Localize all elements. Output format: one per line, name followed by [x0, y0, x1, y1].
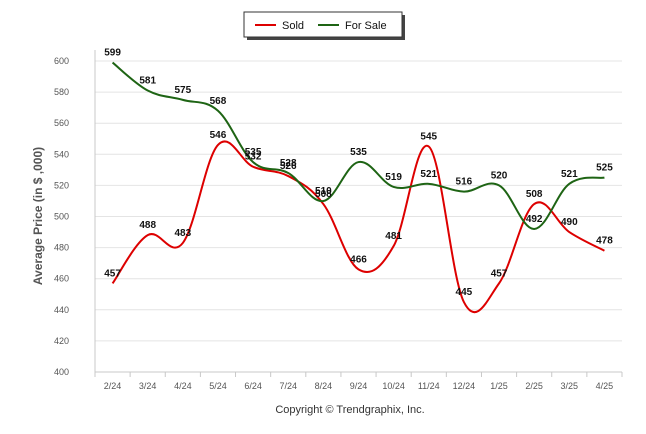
- data-label-for-sale: 525: [596, 163, 613, 174]
- legend-label-sold: Sold: [282, 20, 304, 32]
- data-label-for-sale: 510: [315, 186, 332, 197]
- data-label-sold: 445: [456, 287, 473, 298]
- y-tick-label: 580: [54, 87, 69, 97]
- data-label-for-sale: 581: [139, 76, 156, 87]
- y-tick-label: 400: [54, 367, 69, 377]
- data-label-sold: 481: [385, 231, 402, 242]
- x-tick-label: 3/25: [561, 381, 579, 391]
- data-label-for-sale: 492: [526, 214, 543, 225]
- y-tick-label: 600: [54, 56, 69, 66]
- data-label-sold: 478: [596, 236, 613, 247]
- x-tick-label: 12/24: [453, 381, 476, 391]
- data-label-for-sale: 528: [280, 158, 297, 169]
- x-axis-ticks: 2/24 3/24 4/24 5/24 6/24 7/24 8/24 9/24 10/24 11/…: [94, 372, 623, 391]
- data-label-for-sale: 535: [350, 147, 367, 158]
- data-label-sold: 508: [526, 189, 543, 200]
- data-label-sold: 508: [315, 189, 332, 200]
- data-label-sold: 532: [245, 152, 262, 163]
- x-tick-label: 1/25: [490, 381, 508, 391]
- y-tick-label: 540: [54, 149, 69, 159]
- x-tick-label: 4/25: [596, 381, 614, 391]
- x-tick-label: 2/24: [104, 381, 122, 391]
- copyright-credit: Copyright © Trendgraphix, Inc.: [275, 404, 424, 416]
- y-tick-label: 520: [54, 180, 69, 190]
- x-tick-label: 5/24: [209, 381, 227, 391]
- y-tick-label: 440: [54, 305, 69, 315]
- y-tick-label: 500: [54, 212, 69, 222]
- data-label-for-sale: 516: [456, 177, 473, 188]
- x-tick-label: 3/24: [139, 381, 157, 391]
- data-label-for-sale: 568: [210, 96, 227, 107]
- data-label-for-sale: 599: [104, 48, 121, 59]
- x-tick-label: 2/25: [525, 381, 543, 391]
- x-tick-label: 9/24: [350, 381, 368, 391]
- data-labels: 457 488 483 546 532 526 508 466 481 545 445 457 508 4…: [104, 48, 613, 298]
- axes: [94, 50, 622, 373]
- data-label-sold: 457: [104, 268, 121, 279]
- series-lines: [111, 61, 605, 314]
- data-label-for-sale: 535: [245, 147, 262, 158]
- data-label-sold: 457: [491, 268, 508, 279]
- x-tick-label: 6/24: [244, 381, 262, 391]
- data-label-for-sale: 521: [420, 169, 437, 180]
- legend-label-for-sale: For Sale: [345, 20, 387, 32]
- data-label-sold: 526: [280, 161, 297, 172]
- data-label-sold: 545: [420, 132, 437, 143]
- data-label-sold: 488: [139, 220, 156, 231]
- y-axis-label: Average Price (in $ ,000): [31, 147, 45, 285]
- series-line-sold: [111, 140, 605, 314]
- data-label-sold: 483: [174, 228, 191, 239]
- data-label-sold: 490: [561, 217, 578, 228]
- gridlines: [95, 60, 622, 373]
- series-line-for-sale: [111, 61, 605, 230]
- y-tick-label: 420: [54, 336, 69, 346]
- data-label-sold: 546: [210, 130, 227, 141]
- x-tick-label: 4/24: [174, 381, 192, 391]
- data-label-sold: 466: [350, 254, 367, 265]
- data-label-for-sale: 519: [385, 172, 402, 183]
- x-tick-label: 8/24: [315, 381, 333, 391]
- legend: Sold For Sale: [243, 11, 405, 40]
- y-tick-label: 460: [54, 274, 69, 284]
- x-tick-label: 7/24: [279, 381, 297, 391]
- data-label-for-sale: 520: [491, 170, 508, 181]
- y-tick-label: 560: [54, 118, 69, 128]
- y-tick-label: 480: [54, 243, 69, 253]
- data-label-for-sale: 521: [561, 169, 578, 180]
- x-tick-label: 11/24: [418, 381, 440, 391]
- x-tick-label: 10/24: [382, 381, 405, 391]
- y-axis-ticks: 400 420 440 460 480 500 520 540 560 580 600: [54, 56, 69, 377]
- data-label-for-sale: 575: [174, 85, 191, 96]
